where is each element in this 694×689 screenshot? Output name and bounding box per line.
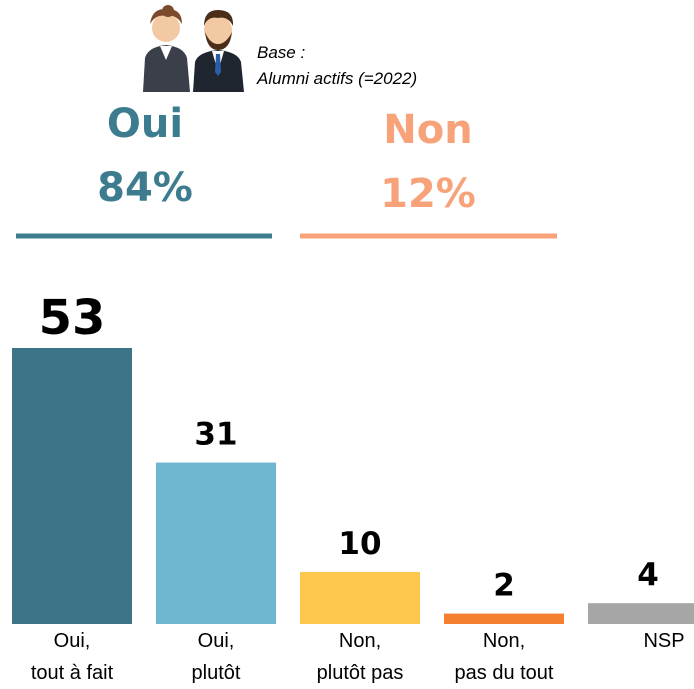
value-label: 4: [637, 557, 659, 593]
value-label: 53: [39, 290, 106, 346]
summary-value: 12%: [380, 171, 476, 217]
summary-label: Non: [383, 107, 472, 153]
people-icon: [143, 5, 244, 92]
value-label: 2: [493, 568, 515, 604]
x-tick-label: Oui, plutôt: [191, 630, 241, 684]
bar: [300, 571, 420, 624]
value-label: 10: [338, 526, 381, 562]
summary-label: Oui: [107, 101, 183, 147]
x-tick-label: Non, plutôt pas: [316, 630, 404, 684]
bar: [12, 348, 132, 624]
base-note: Base : Alumni actifs (=2022): [257, 43, 418, 88]
summary-value: 84%: [97, 165, 193, 211]
bar: [444, 613, 564, 624]
x-tick-label: NSP: [643, 630, 685, 652]
bar: [588, 603, 694, 624]
value-label: 31: [194, 417, 237, 453]
x-tick-label: Non, pas du tout: [454, 630, 554, 684]
x-tick-label: Oui, tout à fait: [30, 630, 114, 684]
bar: [156, 462, 276, 624]
